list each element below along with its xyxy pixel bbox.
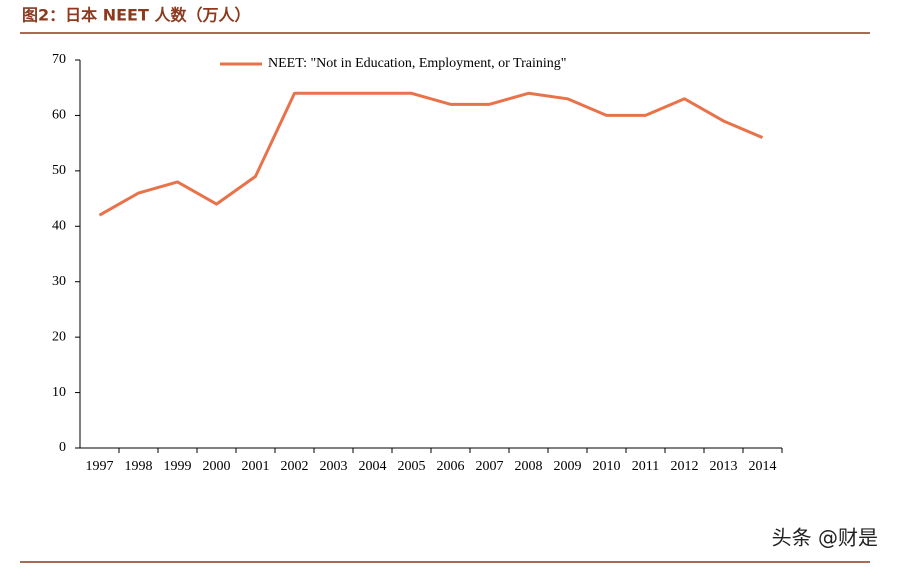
- line: [98, 91, 764, 217]
- y-tick-label: 70: [52, 52, 66, 67]
- x-tick-label: 1999: [164, 459, 192, 474]
- y-tick-label: 20: [52, 329, 66, 344]
- x-tick-label: 1997: [86, 459, 114, 474]
- legend-label: NEET: "Not in Education, Employment, or …: [268, 56, 566, 71]
- x-tick-label: 2005: [398, 459, 426, 474]
- chart-title: 图2：日本 NEET 人数（万人）: [22, 6, 250, 25]
- y-tick-label: 40: [52, 219, 66, 234]
- x-tick-label: 2014: [749, 459, 777, 474]
- x-tick-label: 2013: [710, 459, 738, 474]
- x-tick-label: 2002: [281, 459, 309, 474]
- y-tick-label: 50: [52, 163, 66, 178]
- x-tick-label: 1998: [125, 459, 153, 474]
- watermark: 头条 @财是: [772, 526, 878, 550]
- x-tick-label: 2012: [671, 459, 699, 474]
- y-tick-label: 10: [52, 385, 66, 400]
- y-tick-label: 30: [52, 274, 66, 289]
- x-tick-label: 2001: [242, 459, 270, 474]
- x-tick-label: 2011: [632, 459, 659, 474]
- x-tick-label: 2003: [320, 459, 348, 474]
- x-tick-label: 2008: [515, 459, 543, 474]
- x-tick-label: 2007: [476, 459, 504, 474]
- x-tick-label: 2000: [203, 459, 231, 474]
- y-tick-label: 0: [59, 440, 66, 455]
- x-tick-label: 2004: [359, 459, 387, 474]
- x-tick-label: 2010: [593, 459, 621, 474]
- x-tick-label: 2006: [437, 459, 465, 474]
- y-tick-label: 60: [52, 108, 66, 123]
- x-tick-label: 2009: [554, 459, 582, 474]
